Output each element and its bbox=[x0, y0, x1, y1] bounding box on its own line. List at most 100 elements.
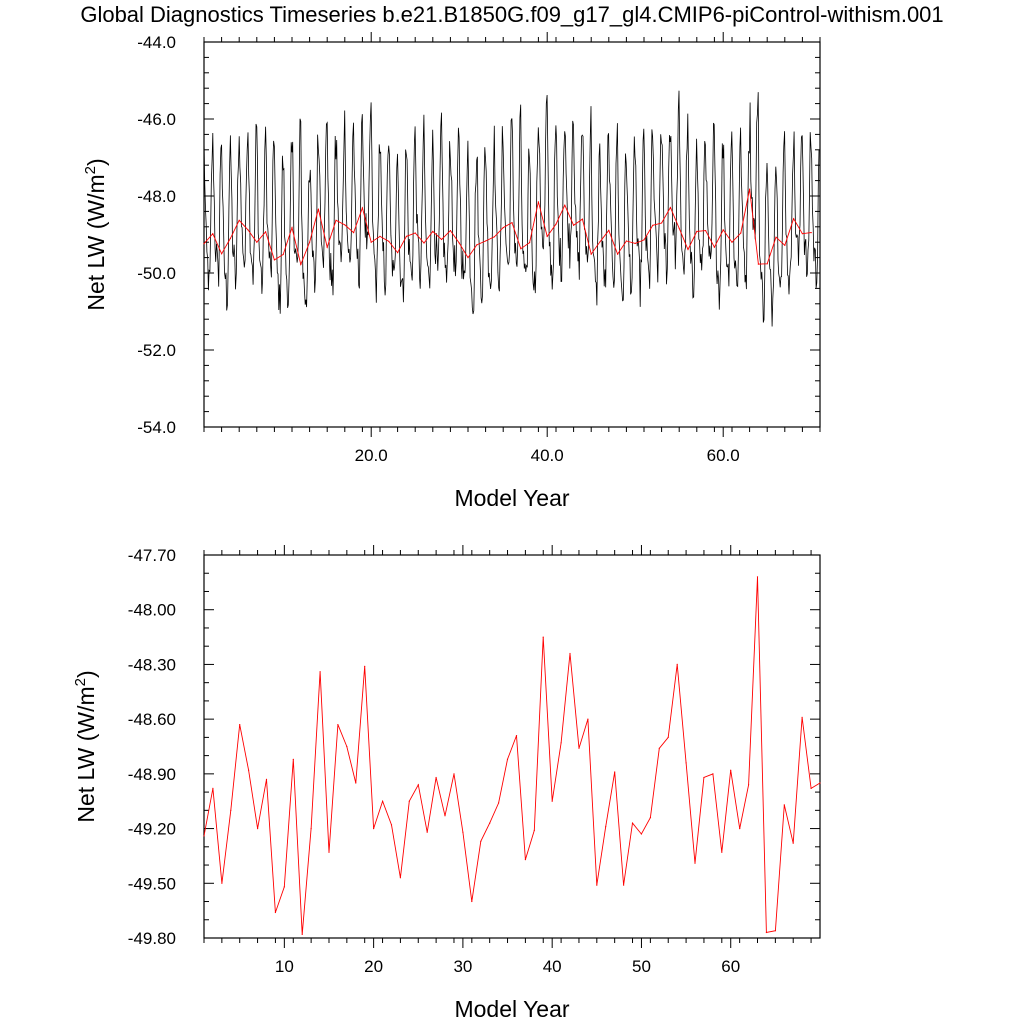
annual-point-top bbox=[361, 207, 363, 209]
annual-point-top bbox=[353, 232, 355, 234]
annual-point-bottom bbox=[489, 822, 491, 824]
annual-point-bottom bbox=[614, 771, 616, 773]
annual-point-top bbox=[661, 222, 663, 224]
annual-point-top bbox=[731, 241, 733, 243]
annual-point-top bbox=[643, 239, 645, 241]
top-ytick-label: -48.0 bbox=[137, 187, 176, 206]
annual-point-bottom bbox=[703, 776, 705, 779]
annual-point-bottom bbox=[257, 828, 259, 830]
annual-point-top bbox=[432, 230, 434, 232]
annual-point-bottom bbox=[230, 809, 232, 811]
annual-point-top bbox=[493, 236, 495, 238]
bottom-xtick-label: 60 bbox=[721, 957, 740, 976]
annual-point-bottom bbox=[390, 824, 393, 826]
annual-point-bottom bbox=[765, 931, 768, 934]
annual-point-bottom bbox=[417, 784, 419, 786]
annual-point-top bbox=[678, 227, 680, 229]
annual-point-top bbox=[573, 224, 575, 226]
annual-point-top bbox=[634, 242, 636, 244]
annual-point-bottom bbox=[515, 735, 518, 737]
annual-point-top bbox=[229, 237, 231, 239]
annual-point-top bbox=[405, 235, 407, 237]
annual-point-top bbox=[529, 242, 531, 244]
annual-point-bottom bbox=[685, 762, 687, 764]
annual-point-top bbox=[282, 253, 284, 256]
annual-point-bottom bbox=[819, 782, 821, 784]
annual-point-top bbox=[810, 232, 812, 234]
annual-point-top bbox=[555, 223, 557, 225]
annual-point-top bbox=[564, 204, 566, 206]
top-xtick-label: 60.0 bbox=[707, 446, 740, 465]
annual-point-bottom bbox=[399, 877, 401, 879]
annual-point-top bbox=[414, 232, 416, 234]
annual-point-top bbox=[449, 230, 451, 232]
annual-point-top bbox=[669, 206, 672, 209]
annual-point-bottom bbox=[453, 773, 455, 775]
annual-point-top bbox=[581, 218, 584, 220]
annual-point-bottom bbox=[649, 817, 652, 819]
annual-point-top bbox=[476, 244, 478, 246]
annual-point-top bbox=[784, 244, 786, 246]
annual-point-top bbox=[300, 263, 302, 266]
annual-point-bottom bbox=[292, 758, 294, 760]
top-ytick-label: -54.0 bbox=[137, 418, 176, 437]
series-annual-line-top bbox=[204, 189, 812, 266]
bottom-ytick-label: -48.60 bbox=[128, 710, 176, 729]
bottom-xaxis-label: Model Year bbox=[454, 996, 569, 1022]
annual-point-bottom bbox=[480, 840, 482, 842]
annual-point-bottom bbox=[426, 831, 428, 833]
annual-point-bottom bbox=[596, 884, 598, 886]
top-plot-frame bbox=[203, 41, 821, 428]
annual-point-top bbox=[766, 263, 768, 265]
annual-point-bottom bbox=[623, 884, 625, 886]
annual-point-bottom bbox=[248, 769, 250, 771]
annual-point-top bbox=[203, 243, 205, 245]
annual-point-bottom bbox=[346, 745, 348, 748]
annual-point-top bbox=[370, 241, 372, 243]
annual-point-bottom bbox=[364, 665, 366, 667]
annual-point-bottom bbox=[551, 800, 553, 802]
annual-point-bottom bbox=[498, 802, 500, 804]
annual-point-bottom bbox=[801, 716, 803, 718]
annual-point-top bbox=[749, 188, 751, 190]
bottom-xtick-label: 10 bbox=[275, 957, 294, 976]
bottom-xtick-label: 40 bbox=[543, 957, 562, 976]
annual-point-bottom bbox=[265, 778, 268, 780]
annual-point-top bbox=[775, 236, 777, 238]
annual-point-bottom bbox=[640, 833, 643, 835]
annual-point-top bbox=[458, 242, 460, 244]
annual-point-top bbox=[335, 219, 337, 221]
bottom-ytick-label: -48.30 bbox=[128, 655, 176, 674]
annual-point-top bbox=[265, 231, 267, 233]
annual-point-top bbox=[379, 235, 381, 237]
series-monthly-line bbox=[204, 90, 820, 327]
annual-point-bottom bbox=[712, 773, 714, 775]
annual-point-bottom bbox=[792, 842, 794, 844]
annual-point-top bbox=[467, 257, 469, 259]
annual-point-bottom bbox=[783, 804, 785, 806]
top-xaxis-label: Model Year bbox=[454, 485, 569, 511]
annual-point-bottom bbox=[605, 826, 607, 828]
bottom-ytick-label: -48.90 bbox=[128, 765, 176, 784]
annual-point-top bbox=[722, 229, 724, 231]
annual-point-top bbox=[397, 252, 399, 254]
annual-point-bottom bbox=[221, 882, 223, 884]
annual-point-top bbox=[441, 238, 443, 241]
annual-point-top bbox=[537, 201, 540, 203]
annual-point-bottom bbox=[658, 747, 660, 749]
annual-point-top bbox=[652, 224, 654, 226]
annual-point-top bbox=[608, 229, 610, 231]
annual-point-top bbox=[793, 218, 795, 220]
bottom-xtick-label: 20 bbox=[364, 957, 383, 976]
bottom-xtick-label: 50 bbox=[632, 957, 651, 976]
bottom-ytick-label: -49.80 bbox=[128, 929, 176, 948]
annual-point-bottom bbox=[739, 828, 741, 830]
annual-point-bottom bbox=[337, 724, 339, 726]
annual-point-bottom bbox=[810, 787, 812, 790]
annual-point-bottom bbox=[560, 742, 562, 744]
annual-point-top bbox=[273, 259, 275, 261]
annual-point-top bbox=[291, 227, 293, 229]
annual-point-top bbox=[423, 242, 425, 244]
annual-point-top bbox=[546, 235, 548, 237]
top-xtick-label: 40.0 bbox=[531, 446, 564, 465]
